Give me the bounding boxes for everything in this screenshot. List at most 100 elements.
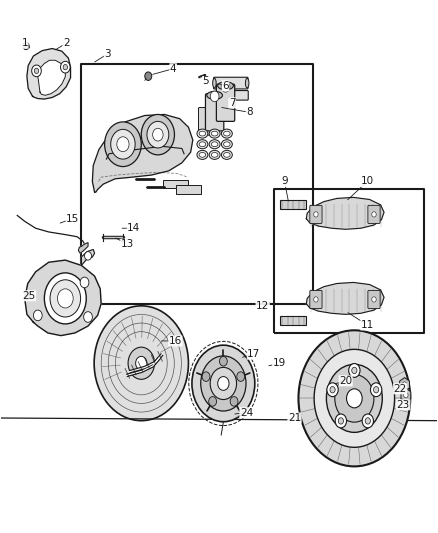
Text: 14: 14 bbox=[127, 223, 141, 233]
Circle shape bbox=[362, 414, 374, 428]
Circle shape bbox=[326, 365, 382, 432]
Text: 9: 9 bbox=[281, 176, 288, 187]
Circle shape bbox=[23, 42, 29, 50]
Circle shape bbox=[372, 297, 376, 302]
Polygon shape bbox=[78, 243, 88, 253]
Ellipse shape bbox=[218, 82, 233, 90]
Circle shape bbox=[105, 122, 141, 166]
Circle shape bbox=[372, 212, 376, 217]
FancyBboxPatch shape bbox=[368, 205, 380, 223]
FancyBboxPatch shape bbox=[198, 108, 212, 135]
Text: 19: 19 bbox=[272, 358, 286, 368]
Text: 4: 4 bbox=[170, 64, 177, 74]
Polygon shape bbox=[92, 115, 193, 192]
Text: 1: 1 bbox=[21, 38, 28, 48]
Circle shape bbox=[221, 82, 230, 92]
Text: 15: 15 bbox=[66, 214, 79, 224]
Ellipse shape bbox=[197, 140, 208, 149]
Text: 25: 25 bbox=[22, 290, 36, 301]
Circle shape bbox=[63, 64, 67, 70]
Circle shape bbox=[210, 367, 237, 400]
Circle shape bbox=[147, 122, 169, 148]
Circle shape bbox=[349, 364, 360, 377]
Circle shape bbox=[403, 382, 407, 387]
Ellipse shape bbox=[209, 129, 220, 138]
Text: 16: 16 bbox=[169, 336, 182, 346]
Ellipse shape bbox=[197, 150, 208, 159]
Ellipse shape bbox=[199, 152, 206, 157]
Circle shape bbox=[136, 357, 147, 370]
Ellipse shape bbox=[199, 142, 206, 147]
Circle shape bbox=[338, 418, 343, 424]
Circle shape bbox=[219, 357, 227, 366]
FancyBboxPatch shape bbox=[310, 290, 322, 309]
Circle shape bbox=[371, 383, 382, 397]
Polygon shape bbox=[306, 282, 384, 314]
FancyBboxPatch shape bbox=[209, 99, 223, 126]
Text: 8: 8 bbox=[246, 107, 253, 117]
Circle shape bbox=[314, 212, 318, 217]
Bar bbox=[280, 199, 306, 209]
Text: 5: 5 bbox=[203, 77, 209, 86]
Circle shape bbox=[374, 386, 379, 393]
Text: 24: 24 bbox=[240, 408, 253, 418]
Text: 12: 12 bbox=[256, 301, 269, 311]
Circle shape bbox=[60, 61, 70, 73]
Circle shape bbox=[209, 397, 216, 406]
Text: 6: 6 bbox=[222, 81, 229, 91]
Bar bbox=[280, 317, 306, 325]
Circle shape bbox=[34, 68, 39, 74]
Circle shape bbox=[335, 414, 346, 428]
FancyBboxPatch shape bbox=[368, 290, 380, 309]
Ellipse shape bbox=[221, 129, 232, 138]
Text: 20: 20 bbox=[339, 376, 352, 386]
Circle shape bbox=[327, 383, 338, 397]
Ellipse shape bbox=[207, 91, 223, 99]
Ellipse shape bbox=[245, 78, 249, 88]
Ellipse shape bbox=[221, 150, 232, 159]
Circle shape bbox=[201, 356, 246, 411]
Circle shape bbox=[314, 297, 318, 302]
Circle shape bbox=[192, 345, 255, 422]
Circle shape bbox=[330, 386, 335, 393]
Circle shape bbox=[32, 65, 41, 77]
Text: 13: 13 bbox=[121, 239, 134, 249]
Ellipse shape bbox=[209, 150, 220, 159]
Circle shape bbox=[50, 280, 81, 317]
Circle shape bbox=[85, 252, 92, 260]
Circle shape bbox=[84, 312, 92, 322]
Polygon shape bbox=[25, 260, 101, 336]
Circle shape bbox=[141, 115, 174, 155]
Circle shape bbox=[352, 367, 357, 374]
Text: 11: 11 bbox=[361, 320, 374, 330]
Ellipse shape bbox=[223, 152, 230, 157]
Circle shape bbox=[33, 310, 42, 321]
Ellipse shape bbox=[209, 140, 220, 149]
Polygon shape bbox=[306, 197, 384, 229]
Polygon shape bbox=[38, 60, 65, 95]
Text: 2: 2 bbox=[63, 38, 70, 48]
Ellipse shape bbox=[212, 142, 218, 147]
Text: 7: 7 bbox=[229, 98, 235, 108]
Circle shape bbox=[314, 349, 395, 447]
Circle shape bbox=[404, 392, 408, 398]
Circle shape bbox=[237, 372, 245, 382]
FancyBboxPatch shape bbox=[205, 94, 224, 131]
FancyBboxPatch shape bbox=[214, 77, 248, 89]
Text: 3: 3 bbox=[104, 49, 111, 59]
Circle shape bbox=[298, 330, 410, 466]
Circle shape bbox=[218, 377, 229, 390]
Circle shape bbox=[80, 277, 89, 288]
Circle shape bbox=[210, 91, 219, 102]
FancyBboxPatch shape bbox=[225, 91, 248, 100]
Ellipse shape bbox=[197, 129, 208, 138]
FancyBboxPatch shape bbox=[310, 205, 322, 223]
FancyBboxPatch shape bbox=[216, 84, 235, 122]
Circle shape bbox=[44, 273, 86, 324]
Polygon shape bbox=[81, 249, 95, 265]
Text: 17: 17 bbox=[247, 349, 261, 359]
Circle shape bbox=[346, 389, 362, 408]
Text: 10: 10 bbox=[361, 176, 374, 187]
Text: 22: 22 bbox=[394, 384, 407, 394]
Circle shape bbox=[152, 128, 163, 141]
